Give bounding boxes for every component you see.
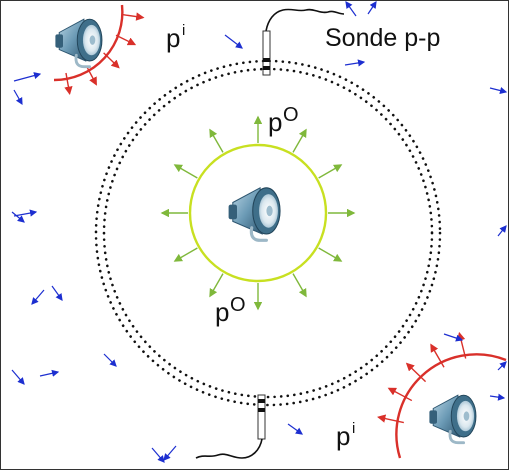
outgoing-wave-arrows [160, 115, 356, 311]
source-bottom-right [377, 331, 507, 459]
incoming-wave-arrows [64, 12, 145, 96]
noise-arrow [489, 87, 508, 95]
noise-arrow [11, 211, 25, 223]
noise-arrow [13, 72, 42, 82]
microphone-probe-icon [195, 394, 266, 459]
label-po-top: p O [268, 104, 299, 137]
outgoing-wavefront [188, 143, 328, 283]
noise-arrow [151, 447, 165, 463]
pressure-symbol: p [336, 421, 350, 451]
noise-arrow [497, 361, 507, 371]
pressure-symbol: p [166, 23, 180, 53]
incoming-arrow [64, 72, 73, 96]
pressure-symbol: p [215, 297, 229, 327]
outgoing-arrow [209, 273, 224, 298]
noise-arrow [163, 445, 177, 461]
noise-arrow [51, 285, 63, 301]
outgoing-arrow [173, 164, 198, 179]
incoming-arrow [122, 12, 145, 21]
outgoing-arrow [318, 164, 343, 179]
noise-arrow [103, 353, 117, 367]
incoming-arrow [115, 34, 137, 46]
outgoing-arrow [209, 128, 224, 153]
noise-arrow [39, 369, 60, 377]
noise-arrow [31, 289, 45, 305]
incoming-wave-arrows [377, 331, 467, 424]
noise-arrow [345, 1, 357, 17]
probe-label: Sonde p-p [325, 24, 440, 52]
incoming-arrow [405, 362, 427, 383]
source-center [160, 115, 356, 311]
incoming-wavefront [53, 4, 124, 82]
pressure-superscript: O [230, 294, 246, 316]
probe-top [262, 8, 345, 76]
incoming-arrow [387, 387, 413, 402]
source-top-left [53, 4, 145, 96]
incoming-arrow [103, 52, 120, 69]
outgoing-arrow [292, 273, 307, 298]
probe-bottom [195, 394, 266, 459]
label-pi-top: p i [166, 22, 185, 53]
incoming-arrow [430, 343, 445, 368]
noise-arrow [443, 333, 464, 342]
outgoing-arrow [292, 128, 307, 153]
noise-arrow [367, 1, 377, 15]
outgoing-arrow [173, 247, 198, 262]
label-pi-bottom: p i [336, 420, 355, 451]
noise-arrow [224, 34, 243, 49]
noise-arrow [13, 89, 23, 106]
noise-arrow [489, 393, 506, 401]
noise-arrow [13, 209, 38, 217]
incoming-arrow [85, 65, 97, 86]
noise-arrow [497, 225, 507, 237]
noise-arrow [344, 59, 366, 67]
outgoing-arrow [318, 247, 343, 262]
label-po-bottom: p O [215, 294, 246, 327]
pressure-symbol: p [268, 107, 282, 137]
ambient-noise-arrows [11, 1, 508, 463]
incoming-wavefront [395, 353, 507, 459]
pressure-superscript: i [352, 420, 355, 437]
pressure-superscript: i [182, 22, 185, 39]
noise-arrow [11, 369, 25, 385]
noise-arrow [287, 423, 303, 435]
outer-dotted-circle [94, 59, 442, 407]
microphone-probe-icon [262, 8, 345, 76]
incoming-arrow [377, 414, 404, 424]
pressure-superscript: O [283, 104, 299, 126]
